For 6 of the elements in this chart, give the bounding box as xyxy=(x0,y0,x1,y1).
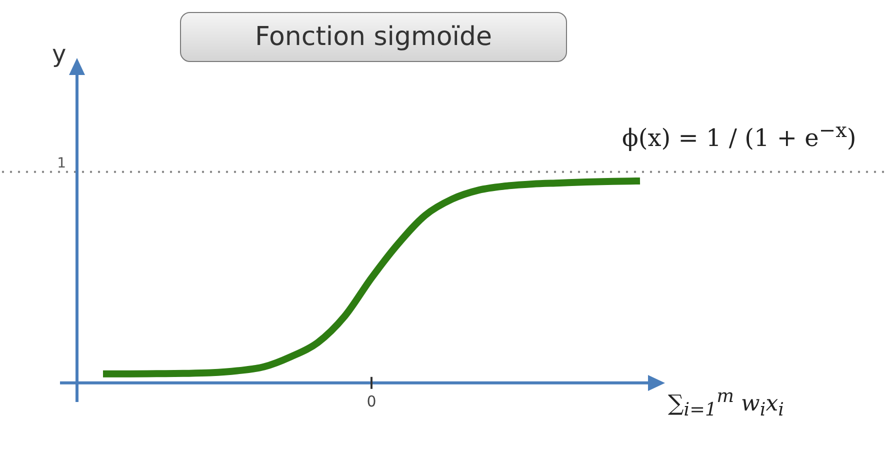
text: ϕ(x) = 1 / (1 + e$^{−x}$) xyxy=(622,118,856,152)
y-axis-title: y xyxy=(52,40,66,68)
ref-line-label: 1 xyxy=(57,156,66,172)
text: 0 xyxy=(366,392,376,410)
chart-title: Fonction sigmoïde xyxy=(180,12,567,62)
x-axis-title: ∑$_{i=1}$$^{m}$ w$_{i}$x$_{i}$ xyxy=(668,386,784,421)
